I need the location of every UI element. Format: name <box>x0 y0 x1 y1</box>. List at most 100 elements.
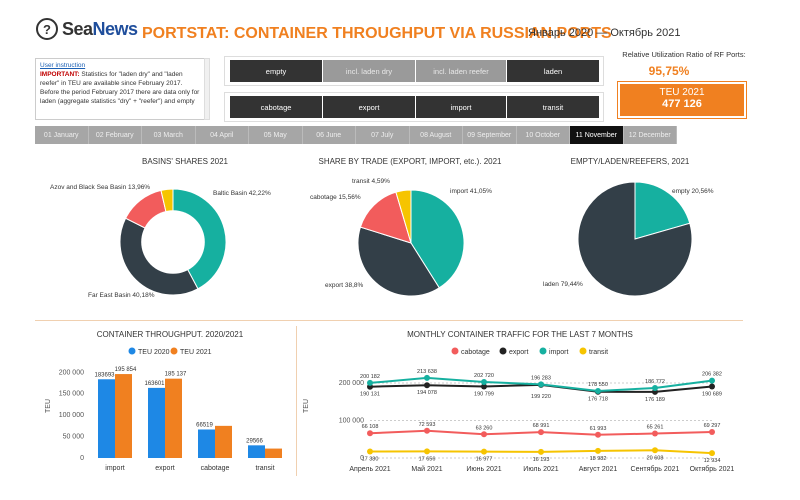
bar-label-cabotage-0: 66519 <box>196 422 213 428</box>
pie2-label-import: import 41,05% <box>450 188 492 195</box>
pie3-label-laden: laden 79,44% <box>543 281 583 288</box>
logo-sea: Sea <box>62 18 93 39</box>
date-range[interactable]: Январь 2020 — Октябрь 2021 <box>528 27 681 39</box>
bar-ytick-4: 200 000 <box>59 369 84 376</box>
line-label-transit-3: 16 193 <box>533 457 550 463</box>
throughput-bar-chart[interactable]: TEU 2020 TEU 2021 0 50 000 100 000 150 000 200… <box>40 340 295 480</box>
page-title: PORTSTAT: CONTAINER THROUGHPUT VIA RUSSI… <box>142 25 612 42</box>
line-point-import-4 <box>595 388 601 395</box>
month-3[interactable]: 03 March <box>142 126 196 144</box>
month-9[interactable]: 09 September <box>463 126 517 144</box>
line-legend-label-0: cabotage <box>461 349 490 356</box>
line-label-export-1: 194 078 <box>417 390 437 396</box>
info-scrollbar[interactable] <box>204 58 210 120</box>
line-label-import-2: 202 720 <box>474 373 494 379</box>
bar-label-import-1: 195 854 <box>115 367 137 373</box>
month-11[interactable]: 11 November <box>570 126 624 144</box>
line-xtick-2: Июнь 2021 <box>466 466 501 473</box>
bar-export-0 <box>148 387 165 458</box>
bar-legend-label-0: TEU 2020 <box>138 349 170 356</box>
line-point-transit-0 <box>367 448 373 455</box>
pie2-label-export: export 38,8% <box>325 282 364 289</box>
line-ytick-1: 100 000 <box>339 418 364 425</box>
line-point-transit-4 <box>595 447 601 454</box>
line-legend-label-3: transit <box>589 349 608 356</box>
line-xtick-3: Июль 2021 <box>523 466 558 473</box>
filter-cabotage[interactable]: cabotage <box>230 96 322 118</box>
ratio-label: Relative Utilization Ratio of RF Ports: <box>622 50 746 59</box>
filter-export[interactable]: export <box>323 96 415 118</box>
teu-value: 477 126 <box>662 98 702 110</box>
monthly-line-chart[interactable]: cabotage export import transit 0 100 000 200 0… <box>300 340 760 480</box>
line-point-cabotage-4 <box>595 431 601 438</box>
bar-import-0 <box>98 379 115 458</box>
bar-transit-1 <box>265 448 282 458</box>
logo-news: News <box>92 18 139 39</box>
line-point-import-0 <box>367 379 373 386</box>
basins-donut-chart[interactable] <box>118 187 228 297</box>
month-slicer: 01 January 02 February 03 March 04 April 05 … <box>35 126 677 144</box>
line-point-cabotage-0 <box>367 430 373 437</box>
info-text: Statistics for "laden dry" and "laden re… <box>40 71 200 105</box>
logo-text: SeaNews <box>62 19 138 40</box>
filter-empty[interactable]: empty <box>230 60 322 82</box>
line-label-transit-2: 16 977 <box>476 457 493 463</box>
line-point-import-2 <box>481 378 487 385</box>
month-10[interactable]: 10 October <box>516 126 570 144</box>
line-point-import-3 <box>538 381 544 388</box>
empty-laden-chart-title: EMPTY/LADEN/REEFERS, 2021 <box>570 157 690 166</box>
line-label-cabotage-3: 68 991 <box>533 423 550 429</box>
line-point-import-1 <box>424 374 430 381</box>
line-point-cabotage-5 <box>652 430 658 437</box>
line-xtick-5: Сентябрь 2021 <box>631 465 680 473</box>
line-ytick-2: 200 000 <box>339 380 364 387</box>
month-1[interactable]: 01 January <box>35 126 89 144</box>
bar-cabotage-0 <box>198 429 215 458</box>
empty-laden-pie-chart[interactable] <box>576 180 694 298</box>
logo[interactable]: ? SeaNews <box>36 18 138 40</box>
month-2[interactable]: 02 February <box>88 126 142 144</box>
filter-import[interactable]: import <box>416 96 506 118</box>
trade-slice-3 <box>395 189 412 244</box>
line-point-transit-6 <box>709 450 715 457</box>
filter-laden-reefer[interactable]: incl. laden reefer <box>416 60 506 82</box>
month-8[interactable]: 08 August <box>409 126 463 144</box>
line-label-cabotage-1: 72 593 <box>419 422 436 428</box>
monthly-chart-title: MONTHLY CONTAINER TRAFFIC FOR THE LAST 7… <box>407 330 633 339</box>
month-5[interactable]: 05 May <box>249 126 303 144</box>
month-4[interactable]: 04 April <box>195 126 249 144</box>
teu-label: TEU 2021 <box>659 87 705 98</box>
line-label-export-2: 190 799 <box>474 391 494 397</box>
header: ? SeaNews PORTSTAT: CONTAINER THROUGHPUT… <box>0 0 800 60</box>
trade-pie-chart[interactable] <box>356 188 466 298</box>
line-legend-label-2: import <box>549 349 569 356</box>
pie2-label-cabotage: cabotage 15,56% <box>310 194 361 201</box>
month-6[interactable]: 06 June <box>302 126 356 144</box>
ratio-value: 95,75% <box>648 64 690 78</box>
line-label-transit-6: 12 934 <box>704 458 721 464</box>
empty-laden-slice-0 <box>634 181 691 240</box>
user-instruction-link[interactable]: User instruction <box>40 62 86 69</box>
help-icon[interactable]: ? <box>36 18 58 40</box>
bar-label-import-0: 183693 <box>94 372 115 378</box>
filter-transit[interactable]: transit <box>507 96 599 118</box>
line-point-cabotage-3 <box>538 429 544 436</box>
filter-laden-dry[interactable]: incl. laden dry <box>323 60 415 82</box>
line-legend-dot-1 <box>499 347 507 355</box>
line-label-import-0: 200 182 <box>360 374 380 380</box>
important-label: IMPORTANT: <box>40 71 80 78</box>
pie1-label-fareast: Far East Basin 40,18% <box>88 292 155 299</box>
line-label-export-4: 176 718 <box>588 397 608 403</box>
bar-export-1 <box>165 378 182 458</box>
line-point-export-6 <box>709 383 715 390</box>
line-legend-dot-0 <box>451 347 459 355</box>
bar-label-export-0: 163601 <box>144 381 165 387</box>
line-legend-dot-3 <box>579 347 587 355</box>
basins-chart-title: BASINS' SHARES 2021 <box>141 157 228 166</box>
filter-laden[interactable]: laden <box>507 60 599 82</box>
line-point-export-2 <box>481 383 487 390</box>
month-7[interactable]: 07 July <box>356 126 410 144</box>
info-box: User instruction IMPORTANT: Statistics f… <box>35 58 205 120</box>
month-12[interactable]: 12 December <box>623 126 677 144</box>
line-point-transit-3 <box>538 448 544 455</box>
